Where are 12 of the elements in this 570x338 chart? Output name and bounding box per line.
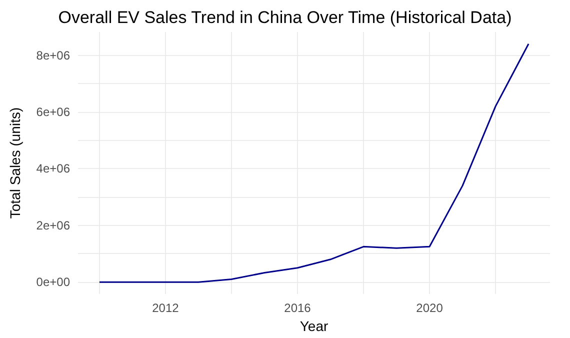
y-tick-label: 2e+06 [36,218,70,232]
y-tick-label: 4e+06 [36,162,70,176]
y-tick-label: 8e+06 [36,48,70,62]
x-tick-label: 2020 [416,301,444,315]
x-axis-title: Year [300,318,328,334]
y-axis-title: Total Sales (units) [7,107,23,219]
line-series [98,43,530,283]
chart-title: Overall EV Sales Trend in China Over Time (Historical Data) [58,8,512,27]
y-tick-label: 0e+00 [36,275,70,290]
x-tick-label: 2012 [152,301,180,315]
y-tick-label: 6e+06 [36,104,70,119]
x-tick-label: 2016 [284,301,312,315]
